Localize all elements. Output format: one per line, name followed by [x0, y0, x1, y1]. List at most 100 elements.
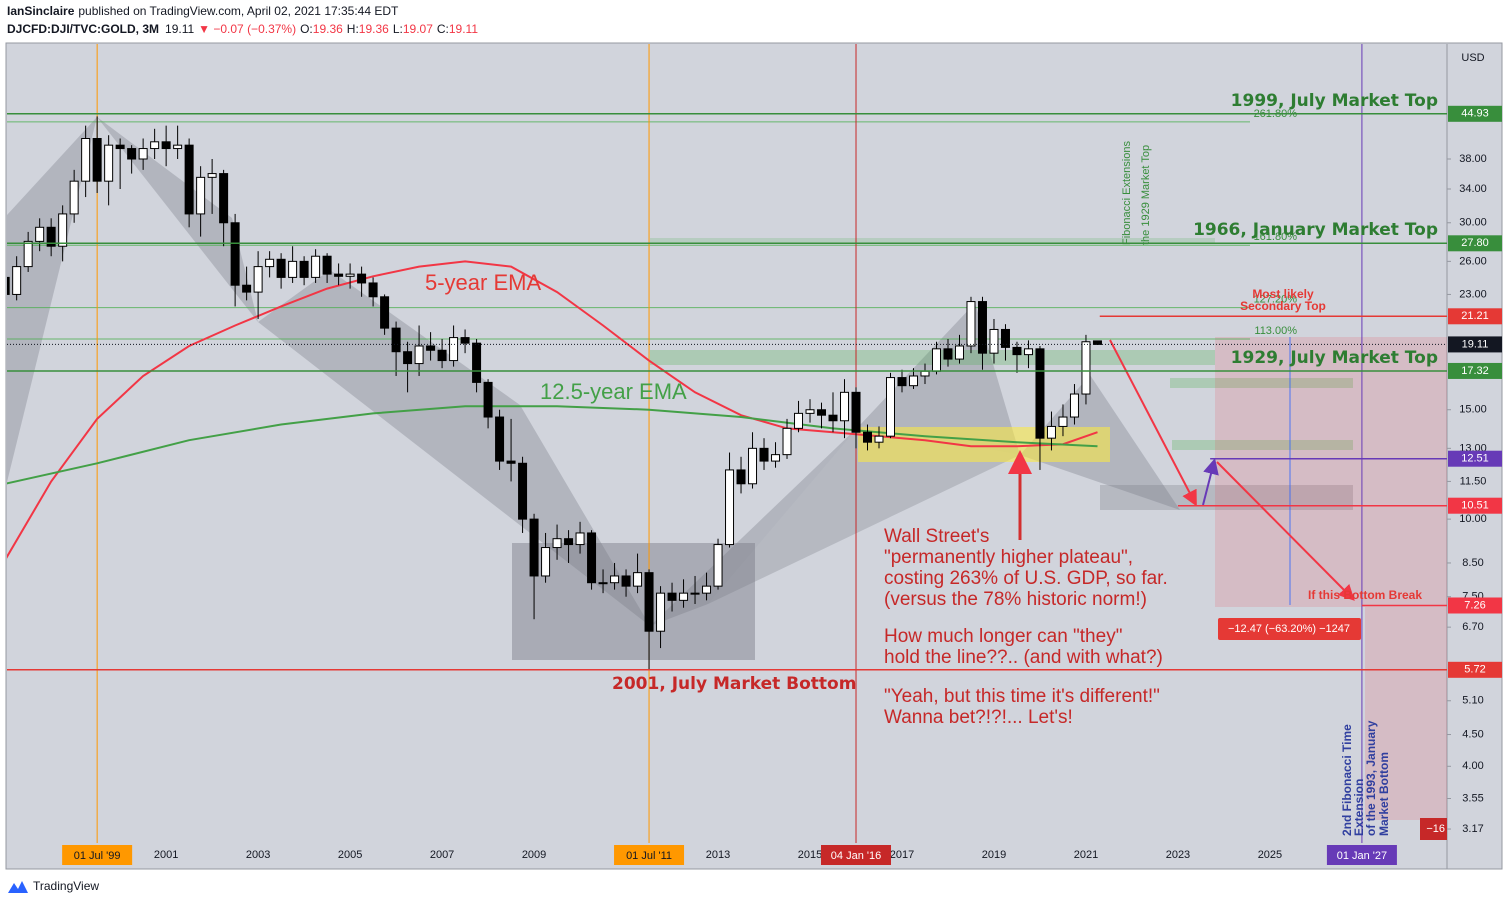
annotation: Fibonacci Extensions: [1121, 141, 1133, 245]
candle-body: [380, 296, 390, 329]
fib-label: 261.80%: [1254, 108, 1298, 120]
candle-body: [840, 391, 850, 422]
y-tick-label: 3.17: [1462, 823, 1483, 835]
price-label: 7.26: [1464, 599, 1485, 611]
fib-label: 113.00%: [1254, 325, 1297, 337]
y-tick-label: 3.55: [1462, 792, 1483, 804]
y-tick-label: 5.10: [1462, 695, 1483, 707]
candle-body: [771, 454, 781, 462]
price-label-box: [1448, 308, 1502, 325]
candle-body: [311, 255, 321, 278]
annotation: Market Bottom: [1377, 752, 1391, 836]
x-tick-label: 2001: [154, 849, 178, 861]
y-tick-label: 10.00: [1459, 513, 1487, 525]
y-tick-label: 34.00: [1459, 183, 1487, 195]
candle-body: [977, 301, 987, 354]
candle-body: [874, 435, 884, 443]
candle-body: [564, 538, 574, 546]
candle-body: [575, 532, 585, 546]
candle-body: [518, 462, 528, 520]
candle-body: [104, 144, 114, 182]
candle-body: [541, 547, 551, 577]
candle-body: [253, 266, 263, 293]
candle-body: [610, 575, 620, 584]
publish-line: IanSinclaire published on TradingView.com…: [7, 4, 399, 18]
candle-body: [23, 240, 33, 268]
x-tick-label: 2013: [706, 849, 730, 861]
zone-box: [650, 238, 1215, 244]
candle-body: [207, 173, 217, 178]
candle-body: [92, 137, 102, 182]
y-tick-label: 8.50: [1462, 557, 1483, 569]
h-label: H:: [347, 22, 359, 36]
note-line: "Yeah, but this time it's different!": [884, 686, 1160, 707]
ema-label: 12.5-year EMA: [540, 379, 687, 404]
price-label: 27.80: [1461, 237, 1489, 249]
candle-body: [1069, 393, 1079, 418]
note-line: (versus the 78% historic norm!): [884, 589, 1147, 610]
candle-body: [966, 301, 976, 347]
ema-line: [7, 405, 1098, 485]
candle-body: [299, 260, 309, 278]
candle-body: [931, 348, 941, 372]
published: published on TradingView.com, April 02, …: [78, 4, 399, 18]
time-marker-label: 04 Jan '16: [831, 850, 881, 862]
candle-body: [495, 416, 505, 462]
annotation: Most likely: [1252, 287, 1314, 301]
candle-body: [1046, 425, 1056, 439]
price-label: 44.93: [1461, 108, 1489, 120]
candle-body: [276, 258, 286, 278]
time-marker-box: [614, 845, 685, 865]
candle-body: [288, 260, 298, 278]
candle-body: [127, 148, 137, 160]
pattern-shape: [708, 425, 1020, 604]
last: 19.11: [165, 22, 194, 36]
candle-body: [954, 345, 964, 360]
author: IanSinclaire: [7, 4, 75, 18]
ema-line: [7, 260, 1098, 559]
axes: 261.80% 161.80% 127.20% 113.00% 2001 2003 2005…: [62, 52, 1502, 865]
h-value: 19.36: [359, 22, 389, 36]
candle-body: [1081, 341, 1091, 395]
l-value: 19.07: [403, 22, 433, 36]
annotation: 1929, July Market Top: [1231, 348, 1438, 368]
price-label-box: [1448, 661, 1502, 678]
candle-body: [12, 266, 22, 295]
candle-body: [943, 348, 953, 360]
axis-cut-label: −16: [1426, 823, 1445, 835]
price-label-box: [1448, 336, 1502, 353]
y-tick-label: 11.50: [1460, 475, 1487, 487]
candle-body: [58, 213, 68, 247]
annotation: 1999, July Market Top: [1231, 91, 1438, 111]
time-marker-label: 01 Jan '27: [1337, 850, 1387, 862]
y-tick-label: 6.70: [1462, 621, 1483, 633]
candle-body: [184, 144, 194, 215]
zone-box: [1172, 440, 1353, 450]
note-line: Wall Street's: [884, 526, 989, 547]
pattern-shape: [97, 117, 258, 322]
candle-body: [403, 351, 413, 365]
candle-body: [851, 391, 861, 433]
candle-body: [759, 447, 769, 462]
y-tick-label: 4.00: [1462, 760, 1483, 772]
time-marker-box: [1326, 845, 1397, 865]
measure-box: [1218, 618, 1361, 640]
candle-body: [357, 273, 367, 284]
candle-body: [81, 137, 91, 182]
candle-body: [920, 370, 930, 377]
x-tick-label: 2007: [430, 849, 454, 861]
candle-body: [7, 276, 10, 295]
y-tick-label: 23.00: [1459, 288, 1487, 300]
candle-body: [460, 337, 470, 344]
candle-body: [173, 144, 183, 150]
candle-body: [161, 141, 171, 150]
brand: TradingView: [33, 879, 99, 893]
candle-body: [115, 144, 125, 150]
change: ▼ −0.07 (−0.37%): [198, 22, 296, 36]
price-label: 10.51: [1461, 500, 1489, 512]
x-tick-label: 2009: [522, 849, 546, 861]
candle-body: [472, 342, 482, 383]
y-tick-label: 15.00: [1459, 404, 1487, 416]
candle-body: [414, 345, 424, 365]
forecast-zone: [1215, 337, 1447, 607]
